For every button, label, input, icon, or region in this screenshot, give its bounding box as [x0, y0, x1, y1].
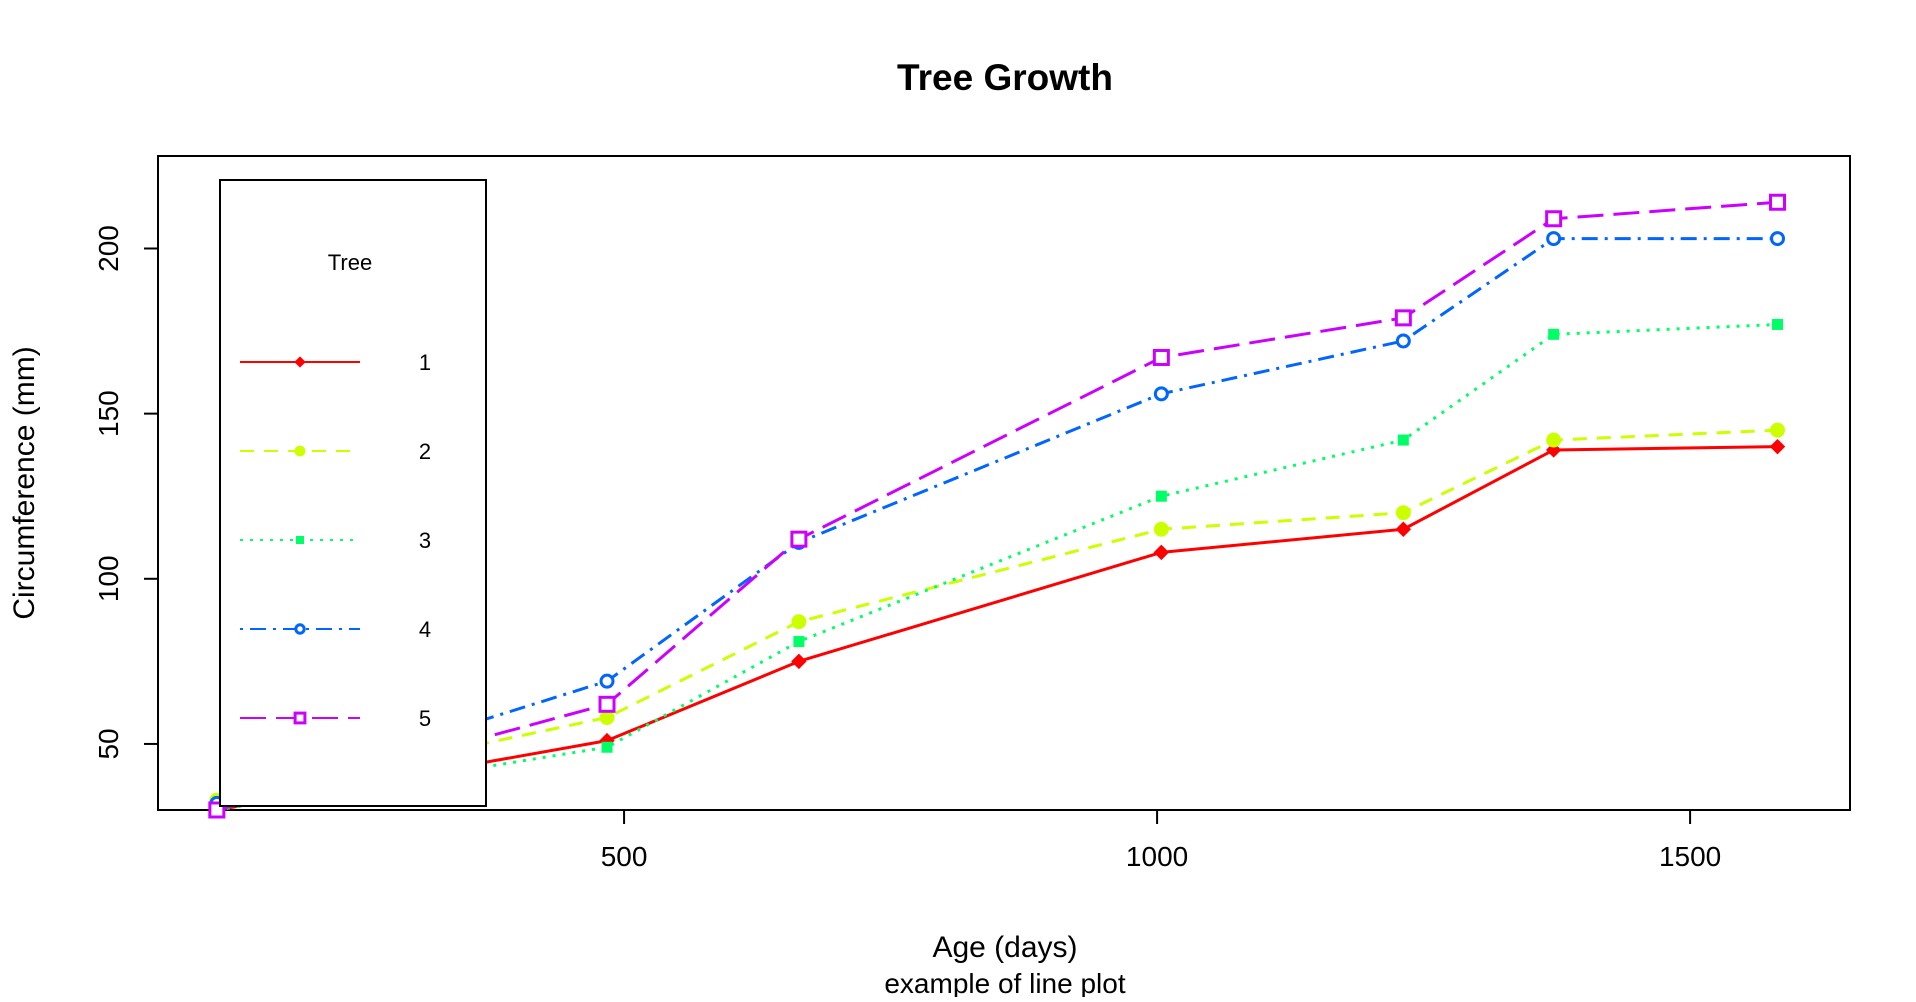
data-point	[1152, 348, 1170, 366]
y-axis: 50 100 150 200	[93, 225, 158, 760]
legend-marker	[294, 623, 306, 635]
data-point	[1770, 231, 1786, 247]
chart-subtitle: example of line plot	[884, 968, 1125, 997]
legend-label: 5	[419, 706, 431, 731]
legend-marker	[296, 536, 304, 544]
data-point	[1394, 309, 1412, 327]
series-5	[208, 193, 1787, 819]
data-point	[1153, 386, 1169, 402]
data-point	[601, 741, 613, 753]
y-tick-label: 100	[93, 555, 124, 602]
data-point	[1545, 210, 1563, 228]
data-point	[1397, 434, 1409, 446]
data-point	[599, 673, 615, 689]
data-point	[1153, 544, 1170, 561]
data-point	[1546, 432, 1562, 448]
data-point	[1770, 422, 1786, 438]
y-tick-label: 150	[93, 390, 124, 437]
data-point	[1155, 490, 1167, 502]
data-point	[1548, 328, 1560, 340]
data-point	[1395, 505, 1411, 521]
x-axis-title: Age (days)	[932, 931, 1077, 964]
y-axis-title: Circumference (mm)	[8, 346, 41, 619]
data-point	[1546, 231, 1562, 247]
data-point	[598, 695, 616, 713]
legend-box	[219, 179, 487, 807]
data-point	[1769, 438, 1786, 455]
legend-label: 4	[419, 617, 431, 642]
legend-marker	[293, 711, 307, 725]
chart-title: Tree Growth	[897, 57, 1113, 98]
data-point	[790, 530, 808, 548]
plot-area-border	[157, 155, 1851, 811]
data-point	[1769, 193, 1787, 211]
data-point	[793, 636, 805, 648]
legend-marker	[294, 445, 306, 457]
data-point	[1395, 333, 1411, 349]
x-tick-label: 1000	[1126, 841, 1188, 872]
data-point	[1395, 521, 1412, 537]
legend-label: 2	[419, 439, 431, 464]
x-tick-label: 1500	[1659, 841, 1721, 872]
legend-label: 3	[419, 528, 431, 553]
x-axis: 500 1000 1500	[601, 810, 1721, 872]
data-point	[791, 653, 807, 670]
legend: Tree 1 2 3 4 5	[219, 179, 487, 807]
legend-title: Tree	[328, 250, 372, 275]
x-tick-label: 500	[601, 841, 648, 872]
y-tick-label: 50	[93, 728, 124, 759]
y-tick-label: 200	[93, 225, 124, 272]
data-point	[1153, 521, 1169, 537]
data-point	[1772, 318, 1784, 330]
legend-label: 1	[419, 350, 431, 375]
legend-marker	[294, 356, 306, 368]
data-point	[791, 614, 807, 630]
series-layer	[208, 193, 1787, 819]
